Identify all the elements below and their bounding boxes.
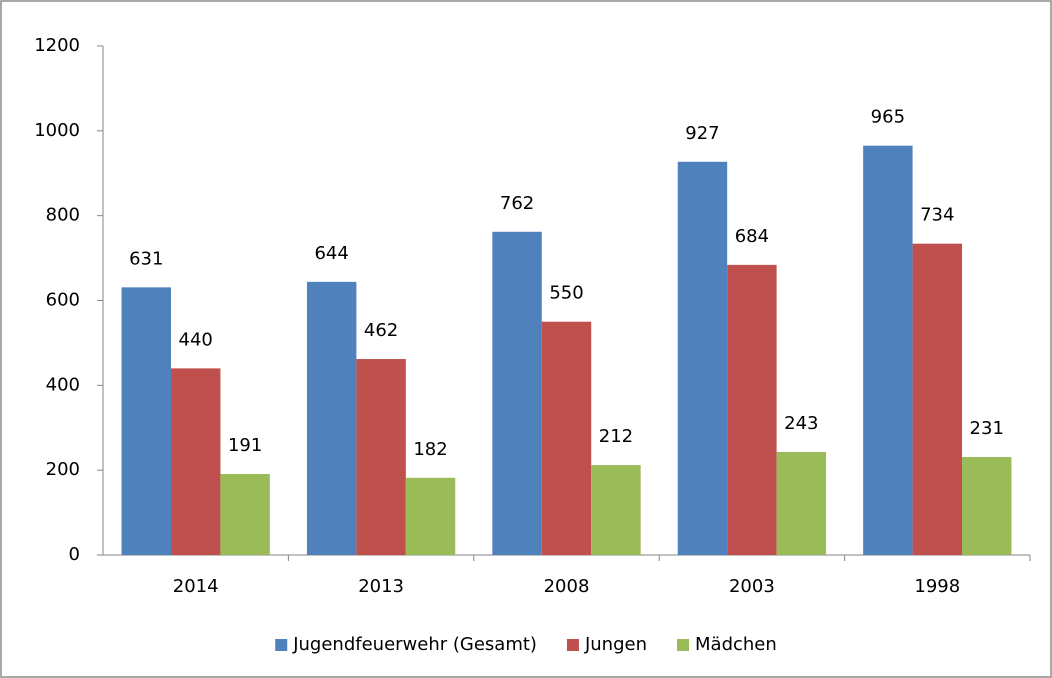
bar	[405, 477, 456, 555]
x-tick-label: 2013	[358, 576, 404, 597]
legend-swatch	[566, 639, 579, 651]
bar	[170, 368, 221, 555]
bar	[727, 264, 777, 555]
bar	[863, 145, 913, 555]
bar	[962, 457, 1012, 555]
y-tick-label: 800	[46, 205, 80, 226]
x-tick-label: 2003	[729, 576, 775, 597]
bar	[306, 281, 357, 555]
legend: Jugendfeuerwehr (Gesamt) Jungen Mädchen	[275, 634, 777, 655]
bar	[776, 451, 827, 555]
bar	[912, 243, 963, 555]
bar	[356, 359, 406, 555]
bar	[220, 473, 270, 555]
legend-swatch	[275, 639, 288, 651]
data-label: 243	[784, 413, 818, 434]
data-label: 927	[685, 123, 719, 144]
bar	[541, 321, 592, 555]
data-label: 734	[920, 205, 954, 226]
y-tick-label: 1200	[34, 35, 80, 56]
data-label: 550	[549, 283, 583, 304]
x-tick-label: 1998	[914, 576, 960, 597]
data-label: 212	[599, 426, 633, 447]
data-label: 684	[735, 226, 769, 247]
y-tick-label: 0	[69, 544, 80, 565]
data-label: 440	[179, 329, 213, 350]
x-tick-label: 2014	[173, 576, 219, 597]
y-tick-label: 600	[46, 290, 80, 311]
data-label: 644	[314, 243, 348, 264]
y-tick-label: 200	[46, 459, 80, 480]
data-label: 191	[228, 435, 262, 456]
data-label: 965	[871, 107, 905, 128]
bar	[121, 287, 171, 555]
bar	[591, 465, 641, 555]
legend-label: Jungen	[584, 634, 647, 655]
legend-swatch	[677, 639, 690, 651]
data-label: 182	[413, 439, 447, 460]
y-tick-label: 400	[46, 374, 80, 395]
y-tick-label: 1000	[34, 120, 80, 141]
data-label: 762	[500, 193, 534, 214]
data-label: 231	[970, 418, 1004, 439]
x-tick-label: 2008	[544, 576, 590, 597]
bar	[492, 231, 542, 555]
bar	[677, 161, 728, 556]
legend-label: Jugendfeuerwehr (Gesamt)	[292, 634, 537, 655]
data-label: 631	[129, 248, 163, 269]
legend-label: Mädchen	[695, 634, 777, 655]
data-label: 462	[364, 320, 398, 341]
